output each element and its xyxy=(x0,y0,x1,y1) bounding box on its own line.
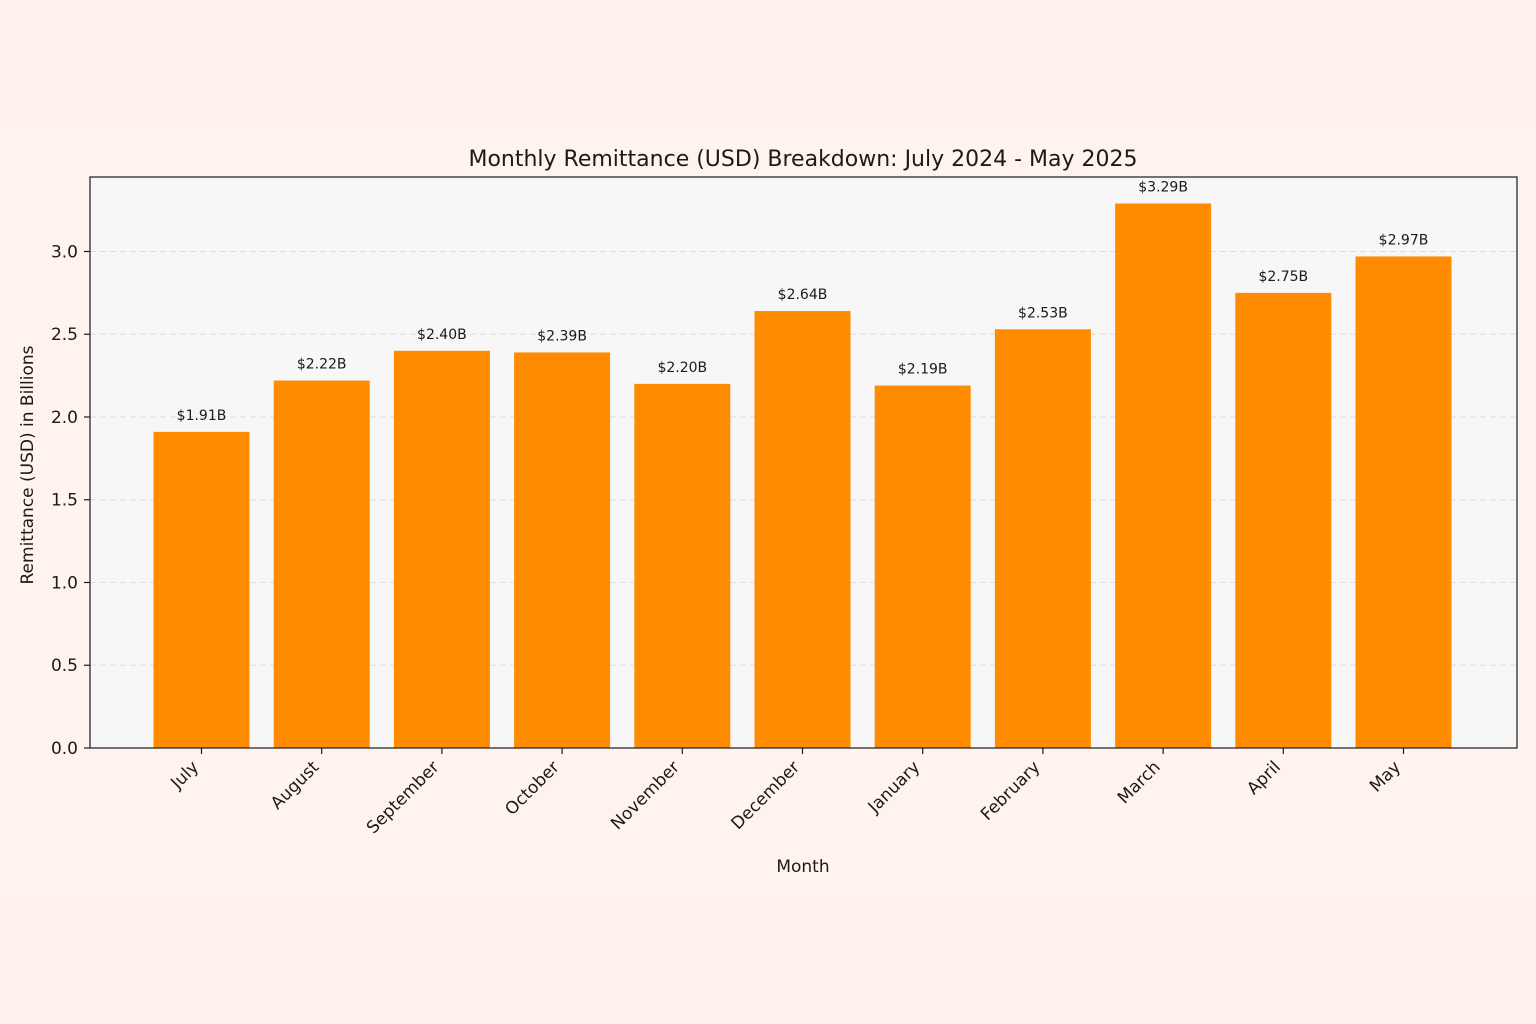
x-tick-label-september: September xyxy=(363,757,444,838)
x-tick-label-february: February xyxy=(977,757,1044,824)
bar-april xyxy=(1235,292,1332,748)
y-tick-label: 3.0 xyxy=(51,242,78,262)
y-tick-label: 2.5 xyxy=(51,325,78,345)
x-tick-label-march: March xyxy=(1114,757,1165,808)
x-tick-label-july: July xyxy=(167,757,203,793)
x-axis-title: Month xyxy=(776,857,829,877)
x-axis-ticks: July August September October November Decemb… xyxy=(167,748,1405,838)
data-label-july: $1.91B xyxy=(177,408,227,424)
bar-december xyxy=(754,311,851,748)
y-tick-label: 0.5 xyxy=(51,656,78,676)
data-label-november: $2.20B xyxy=(657,360,707,376)
bar-march xyxy=(1115,203,1212,748)
data-label-august: $2.22B xyxy=(297,357,347,373)
bar-chart: Monthly Remittance (USD) Breakdown: July… xyxy=(18,147,1518,877)
bar-september xyxy=(393,350,490,748)
data-label-october: $2.39B xyxy=(537,328,587,344)
x-tick-label-october: October xyxy=(501,757,563,819)
data-label-january: $2.19B xyxy=(898,362,948,378)
y-tick-label: 2.0 xyxy=(51,408,78,428)
y-axis-ticks: 0.0 0.5 1.0 1.5 2.0 2.5 3.0 xyxy=(51,242,90,759)
bar-may xyxy=(1355,256,1452,748)
bar-august xyxy=(273,380,370,748)
x-tick-label-may: May xyxy=(1366,757,1405,796)
data-label-february: $2.53B xyxy=(1018,305,1068,321)
bar-november xyxy=(634,383,731,748)
y-tick-label: 1.0 xyxy=(51,573,78,593)
y-tick-label: 1.5 xyxy=(51,491,78,511)
x-tick-label-january: January xyxy=(864,757,924,817)
bars xyxy=(153,203,1452,748)
data-label-april: $2.75B xyxy=(1258,269,1308,285)
bar-october xyxy=(514,352,611,748)
data-label-december: $2.64B xyxy=(778,287,828,303)
data-label-may: $2.97B xyxy=(1379,232,1429,248)
data-label-march: $3.29B xyxy=(1138,179,1188,195)
x-tick-label-april: April xyxy=(1243,757,1285,799)
bar-january xyxy=(874,385,971,748)
x-tick-label-november: November xyxy=(607,757,684,834)
data-label-september: $2.40B xyxy=(417,327,467,343)
plot-frame xyxy=(89,176,1518,749)
x-tick-label-august: August xyxy=(267,757,323,813)
bar-july xyxy=(153,431,250,748)
chart-figure: Monthly Remittance (USD) Breakdown: July… xyxy=(0,128,1536,896)
x-tick-label-december: December xyxy=(728,757,804,833)
bar-february xyxy=(994,329,1091,748)
y-tick-label: 0.0 xyxy=(51,739,78,759)
chart-title: Monthly Remittance (USD) Breakdown: July… xyxy=(468,147,1137,172)
data-labels: $1.91B $2.22B $2.40B $2.39B $2.20B $2.64B $2.1… xyxy=(177,179,1429,423)
y-axis-title: Remittance (USD) in Billions xyxy=(18,345,38,584)
